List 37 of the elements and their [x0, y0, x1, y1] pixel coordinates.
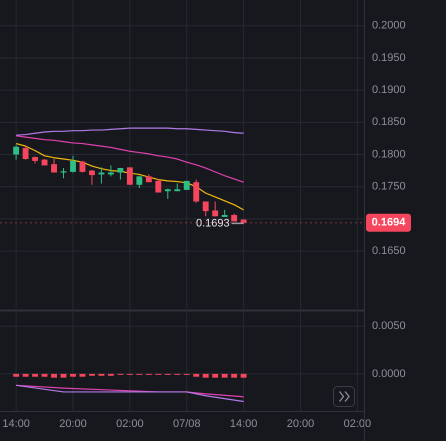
y-tick-label: 0.1950 — [372, 52, 406, 64]
candlestick — [89, 169, 95, 186]
x-tick-label: 02:00 — [344, 418, 372, 430]
candlestick — [126, 166, 133, 186]
candlestick — [193, 179, 200, 204]
x-tick-label: 20:00 — [286, 418, 314, 430]
candlestick — [98, 166, 104, 184]
line-series — [16, 142, 244, 210]
x-tick-label: 14:00 — [230, 418, 258, 430]
candlestick — [70, 155, 76, 174]
candlestick — [136, 175, 142, 188]
x-tick-label: 20:00 — [59, 418, 87, 430]
y-tick-label: 0.1900 — [372, 84, 406, 96]
y-tick-label: 0.2000 — [372, 20, 406, 32]
ref-line-label: 0.1694 — [372, 216, 406, 229]
x-tick-label: 02:00 — [116, 418, 144, 430]
annotation: 0.1693 — [196, 217, 230, 230]
candlestick — [108, 164, 114, 177]
y-tick-label: 0.0000 — [372, 368, 406, 380]
y-tick-label: 0.1650 — [372, 244, 406, 257]
y-tick-label: 0.1800 — [372, 148, 406, 160]
candlestick — [212, 200, 218, 217]
candlestick — [155, 178, 162, 193]
x-tick-label: 07/08 — [172, 418, 201, 430]
candlestick — [22, 146, 29, 160]
candlestick — [13, 144, 20, 160]
y-tick-label: 0.1750 — [372, 180, 406, 193]
x-tick-label: 14:00 — [2, 418, 30, 430]
candlestick — [202, 200, 209, 217]
y-tick-label: 0.0050 — [372, 320, 406, 332]
candlestick — [80, 160, 86, 174]
candlestick — [60, 168, 66, 179]
line-series — [16, 128, 244, 136]
candlestick — [51, 158, 57, 174]
candlestick — [117, 168, 124, 180]
line-series — [16, 135, 244, 183]
y-tick-label: 0.1850 — [372, 116, 406, 128]
